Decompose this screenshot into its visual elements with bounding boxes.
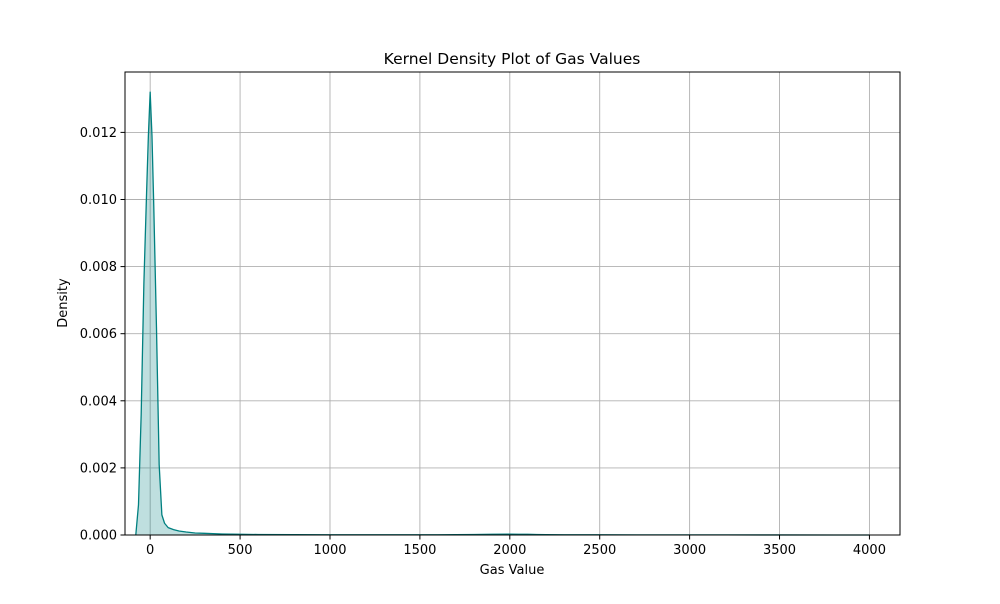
grid-layer: [125, 72, 900, 536]
x-tick-label: 1000: [313, 543, 346, 558]
x-tick-label: 500: [228, 543, 253, 558]
x-tick-label: 2000: [493, 543, 526, 558]
x-tick-label: 1500: [403, 543, 436, 558]
x-axis-label: Gas Value: [480, 563, 545, 578]
x-tick-label: 4000: [853, 543, 886, 558]
density-area-fill: [135, 92, 870, 535]
x-tick-label: 0: [146, 543, 154, 558]
y-tick-label: 0.010: [80, 193, 117, 208]
plot-frame: [124, 71, 901, 536]
y-axis-label: Density: [56, 278, 71, 328]
density-curve-line: [135, 91, 870, 536]
y-tick-label: 0.012: [80, 126, 117, 141]
y-tick-label: 0.006: [80, 327, 117, 342]
y-tick-label: 0.000: [80, 529, 117, 544]
y-tick-label: 0.004: [80, 394, 117, 409]
x-tick-label: 3500: [763, 543, 796, 558]
axes-layer: 0 500 1000 1500 2000 2500 3000 3500 4000 0.000 0.0…: [80, 71, 901, 558]
x-tick-label: 2500: [583, 543, 616, 558]
y-tick-label: 0.002: [80, 461, 117, 476]
chart-title: Kernel Density Plot of Gas Values: [384, 50, 641, 68]
y-tick-label: 0.008: [80, 260, 117, 275]
data-layer: [135, 91, 870, 536]
x-tick-label: 3000: [673, 543, 706, 558]
